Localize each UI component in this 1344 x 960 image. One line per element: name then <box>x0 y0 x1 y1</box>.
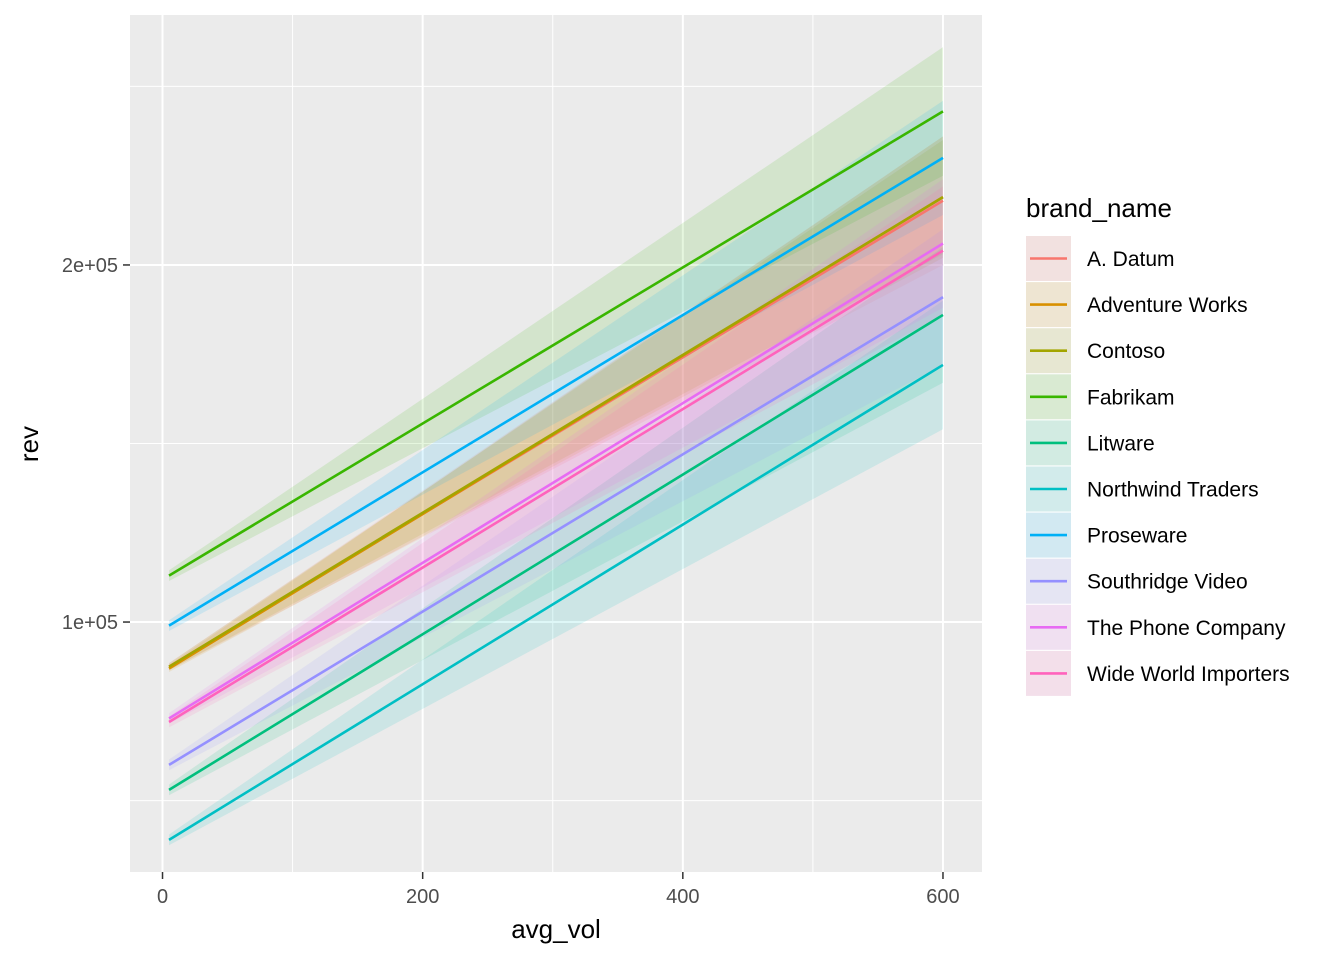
ci-ribbon <box>169 47 943 581</box>
ci-ribbons <box>169 47 943 846</box>
y-axis: 1e+05 2e+05 <box>62 255 130 634</box>
legend-label: The Phone Company <box>1087 617 1286 640</box>
y-tick-label: 1e+05 <box>62 612 118 634</box>
legend-label: Proseware <box>1087 525 1187 548</box>
y-axis-title: rev <box>14 426 44 462</box>
series-line <box>168 156 944 627</box>
legend-label: Adventure Works <box>1087 294 1248 317</box>
legend-item: Adventure Works <box>1026 282 1248 328</box>
x-axis: 0 200 400 600 <box>157 872 960 908</box>
legend-label: Litware <box>1087 432 1155 455</box>
legend: A. Datum Adventure Works Contoso Fabrikam Li… <box>1026 236 1290 696</box>
series-line <box>168 242 944 720</box>
x-tick-label: 0 <box>157 886 168 908</box>
legend-item: The Phone Company <box>1026 604 1286 650</box>
x-tick-label: 600 <box>926 886 959 908</box>
series-line <box>168 295 944 766</box>
legend-label: Northwind Traders <box>1087 479 1259 502</box>
ci-ribbon <box>169 247 943 796</box>
legend-title: brand_name <box>1026 193 1172 223</box>
x-axis-title: avg_vol <box>511 914 601 944</box>
series-lines <box>168 110 944 841</box>
legend-item: Litware <box>1026 420 1155 466</box>
ci-ribbon <box>169 139 943 671</box>
legend-item: Fabrikam <box>1026 374 1175 420</box>
series-line <box>168 249 944 724</box>
series-line <box>168 363 944 841</box>
ci-ribbon <box>169 136 943 671</box>
legend-label: Southridge Video <box>1087 571 1248 594</box>
ci-ribbon <box>169 186 943 728</box>
x-tick-label: 400 <box>666 886 699 908</box>
series-line <box>168 110 944 577</box>
ci-ribbon <box>169 136 943 673</box>
series-line <box>168 313 944 791</box>
legend-item: Proseware <box>1026 512 1187 558</box>
legend-label: Wide World Importers <box>1087 663 1290 686</box>
legend-label: Contoso <box>1087 340 1165 363</box>
y-tick-label: 2e+05 <box>62 255 118 277</box>
ci-ribbon <box>169 229 943 771</box>
legend-label: Fabrikam <box>1087 386 1175 409</box>
legend-item: A. Datum <box>1026 236 1175 281</box>
legend-item: Southridge Video <box>1026 558 1248 604</box>
ci-ribbon <box>169 300 943 846</box>
grid-major <box>130 15 982 872</box>
legend-item: Contoso <box>1026 328 1165 374</box>
ci-ribbon <box>169 100 943 631</box>
series-line <box>168 196 944 668</box>
x-tick-label: 200 <box>406 886 439 908</box>
legend-item: Northwind Traders <box>1026 466 1259 512</box>
legend-item: Wide World Importers <box>1026 650 1290 696</box>
legend-label: A. Datum <box>1087 248 1175 271</box>
